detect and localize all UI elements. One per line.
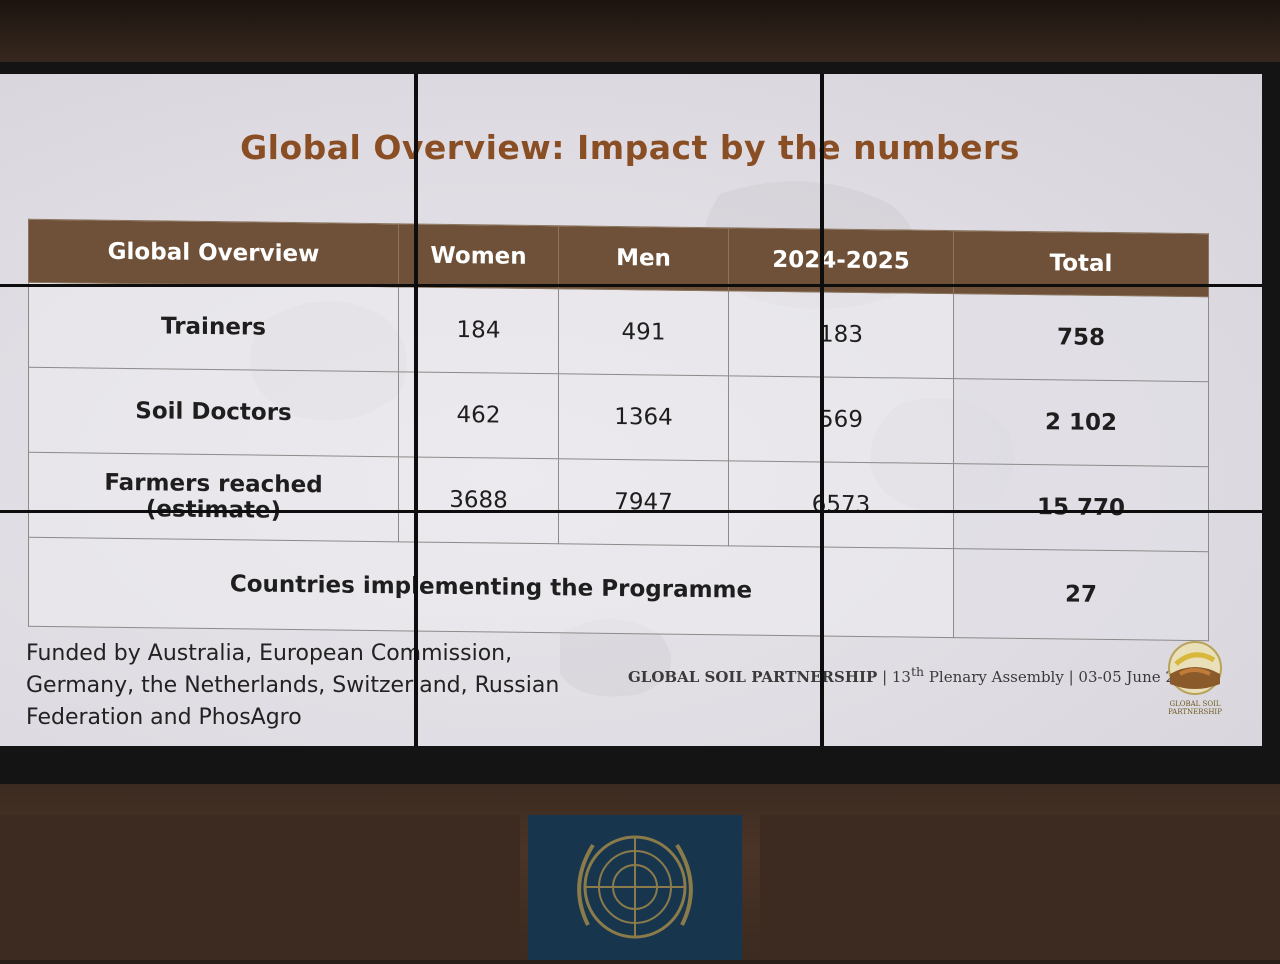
footer-event-prefix: | 13 bbox=[877, 668, 911, 686]
funding-note: Funded by Australia, European Commission… bbox=[26, 641, 560, 730]
table-row-countries: Countries implementing the Programme 27 bbox=[28, 537, 1209, 641]
logo-text-line2: PARTNERSHIP bbox=[1168, 708, 1222, 716]
table-row: Farmers reached (estimate) 3688 7947 657… bbox=[28, 452, 1209, 552]
screen-seam-horizontal bbox=[0, 510, 1262, 513]
room-ceiling bbox=[0, 0, 1280, 70]
cell-period: 6573 bbox=[728, 460, 954, 549]
cell-men: 1364 bbox=[558, 373, 729, 461]
screen-seam-horizontal bbox=[0, 284, 1262, 287]
countries-total: 27 bbox=[953, 548, 1209, 641]
header-women: Women bbox=[398, 223, 559, 289]
screen-seam-vertical bbox=[820, 74, 824, 746]
cell-men: 7947 bbox=[558, 458, 729, 546]
footer-event-sup: th bbox=[910, 664, 925, 679]
logo-text-line1: GLOBAL SOIL bbox=[1169, 700, 1221, 708]
cell-period: 569 bbox=[728, 375, 954, 464]
footer-organization: GLOBAL SOIL PARTNERSHIP bbox=[628, 668, 878, 686]
cell-total: 15 770 bbox=[953, 463, 1209, 552]
table-row: Soil Doctors 462 1364 569 2 102 bbox=[28, 367, 1209, 467]
cell-total: 2 102 bbox=[953, 378, 1209, 467]
header-global-overview: Global Overview bbox=[28, 219, 399, 287]
impact-table: Global Overview Women Men 2024-2025 Tota… bbox=[28, 219, 1209, 641]
wall-panel-right bbox=[760, 815, 1280, 960]
header-men: Men bbox=[558, 225, 729, 291]
cell-women: 462 bbox=[398, 371, 559, 459]
wall-panel-left bbox=[0, 815, 520, 960]
row-label-farmers: Farmers reached (estimate) bbox=[28, 452, 399, 542]
slide-title: Global Overview: Impact by the numbers bbox=[240, 128, 1020, 167]
countries-label: Countries implementing the Programme bbox=[28, 537, 954, 638]
cell-period: 183 bbox=[728, 290, 954, 379]
un-emblem bbox=[577, 835, 693, 939]
cell-total: 758 bbox=[953, 293, 1209, 382]
cell-women: 3688 bbox=[398, 456, 559, 544]
row-label-farmers-line1: Farmers reached bbox=[104, 469, 323, 499]
slide-footer: GLOBAL SOIL PARTNERSHIP | 13th Plenary A… bbox=[628, 664, 1204, 686]
row-label-soil-doctors: Soil Doctors bbox=[28, 367, 399, 457]
cell-men: 491 bbox=[558, 288, 729, 376]
un-emblem-panel bbox=[528, 815, 742, 960]
screen-seam-vertical bbox=[414, 74, 418, 746]
global-soil-partnership-logo: GLOBAL SOIL PARTNERSHIP bbox=[1160, 640, 1230, 720]
row-label-trainers: Trainers bbox=[28, 282, 399, 372]
cell-women: 184 bbox=[398, 286, 559, 374]
table-row: Trainers 184 491 183 758 bbox=[28, 282, 1209, 382]
footer-event-suffix: Plenary Assembly | 03-05 June 2025 bbox=[924, 668, 1204, 686]
